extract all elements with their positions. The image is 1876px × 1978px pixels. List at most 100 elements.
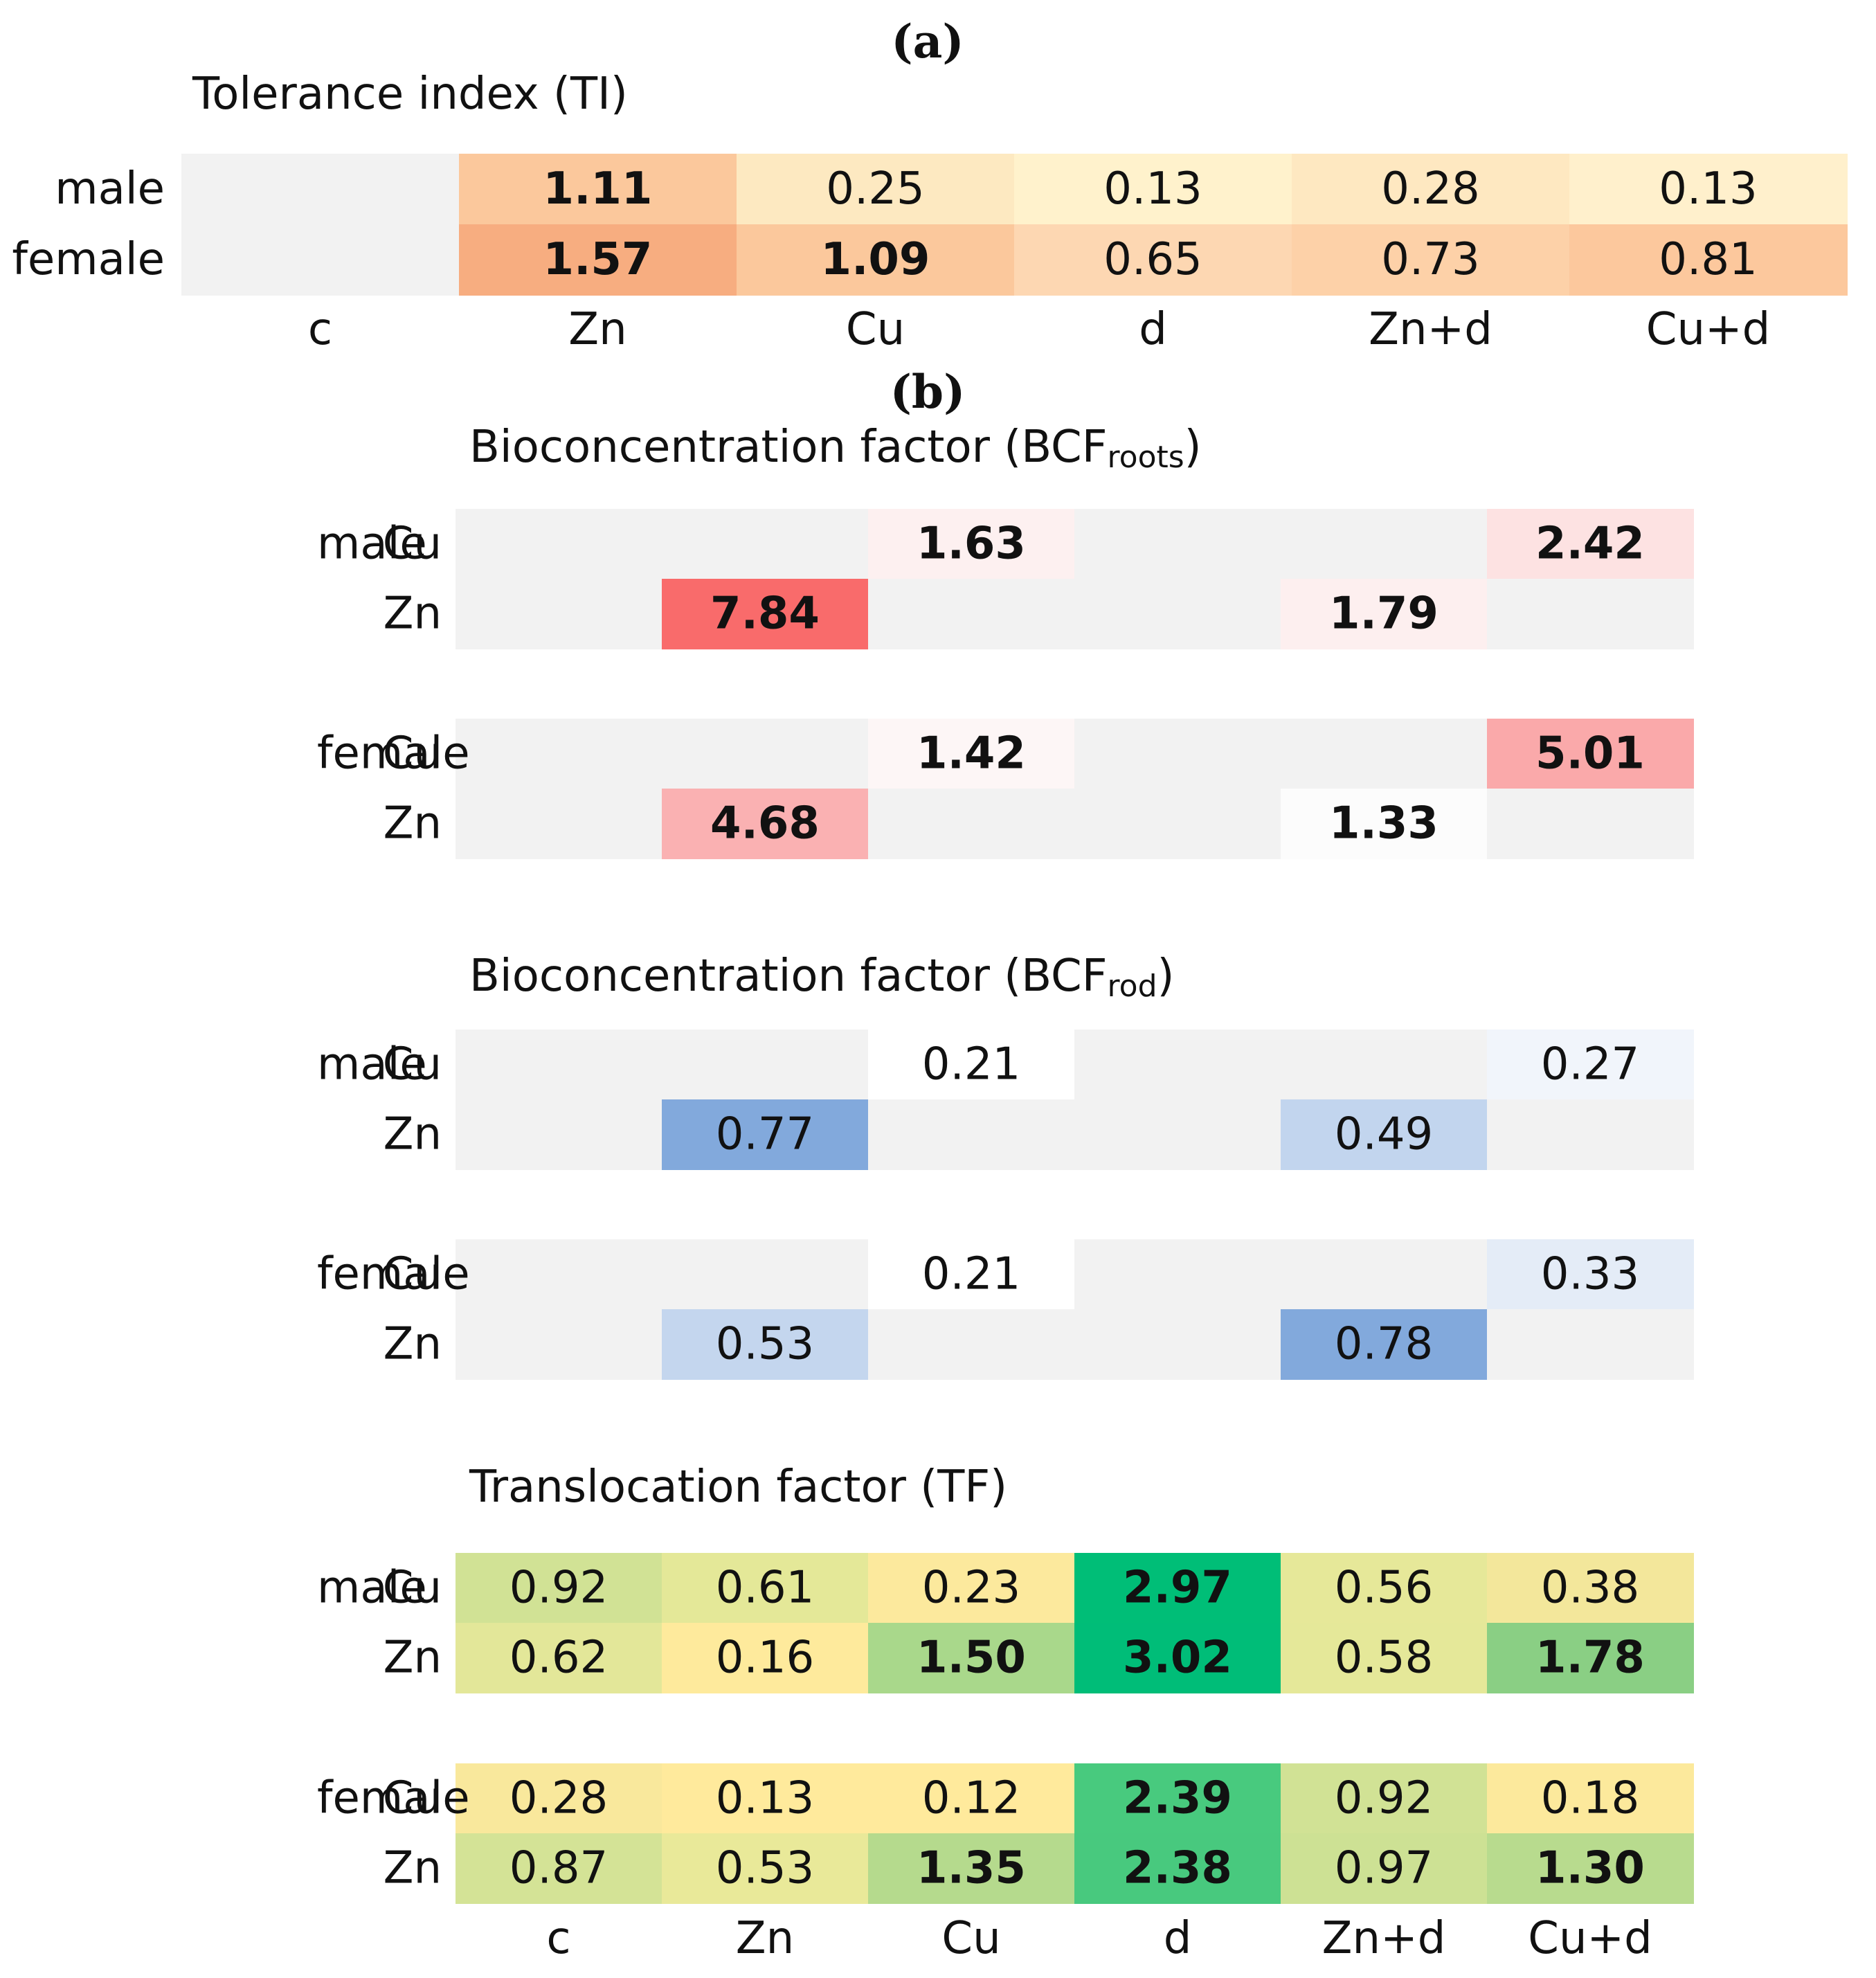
cell-female-Cu-Zn+d: [1281, 1763, 1488, 1834]
group-label-female: female: [317, 1249, 470, 1300]
cell-male-Zn-Zn: [662, 1099, 869, 1170]
row-label-female: female: [12, 234, 165, 285]
cell-male-Cu-Cu+d: [1487, 1553, 1694, 1624]
ti-value-female-Cu+d: 0.81: [1659, 234, 1758, 285]
cell-male-Zn-c: [456, 579, 662, 649]
cell-male-Cu-Zn: [662, 509, 869, 579]
metal-label-Zn: Zn: [384, 1319, 442, 1370]
value-male-Zn-Zn+d: 0.49: [1335, 1109, 1434, 1160]
ti-x-tick-Cu: Cu: [846, 304, 905, 355]
tf-x-tick-Zn+d: Zn+d: [1322, 1913, 1446, 1964]
cell-female-Cu-Cu: [868, 1763, 1075, 1834]
chart-title-bcf-roots-subscript: roots: [1108, 440, 1184, 475]
ti-cell-female-Cu+d: [1569, 224, 1848, 296]
cell-male-Cu-c: [456, 1030, 662, 1100]
metal-label-Cu: Cu: [383, 519, 442, 570]
cell-male-Cu-Cu: [868, 1553, 1075, 1624]
cell-male-Cu-d: [1074, 1553, 1281, 1624]
cell-female-Zn-c: [456, 1833, 662, 1904]
value-female-Zn-Cu+d: 1.30: [1535, 1843, 1645, 1894]
cell-female-Zn-c: [456, 789, 662, 859]
group-label-male: male: [317, 1563, 427, 1614]
cell-female-Zn-Cu: [868, 1309, 1075, 1380]
cell-female-Cu-c: [456, 719, 662, 789]
value-male-Zn-Zn: 0.16: [716, 1633, 815, 1684]
value-female-Zn-Zn+d: 0.78: [1335, 1319, 1434, 1370]
ti-cell-male-c: [181, 154, 460, 225]
ti-value-female-Zn+d: 0.73: [1381, 234, 1480, 285]
metal-label-Cu: Cu: [383, 1563, 442, 1614]
cell-male-Cu-d: [1074, 1030, 1281, 1100]
cell-female-Cu-Zn+d: [1281, 1239, 1488, 1310]
value-male-Zn-Zn: 0.77: [716, 1109, 815, 1160]
chart-title-ti: Tolerance index (TI): [192, 69, 628, 120]
cell-female-Cu-d: [1074, 719, 1281, 789]
ti-value-female-Cu: 1.09: [821, 234, 930, 285]
cell-male-Cu-Cu: [868, 509, 1075, 579]
cell-female-Zn-Zn: [662, 1309, 869, 1380]
cell-female-Cu-Zn: [662, 1239, 869, 1310]
cell-female-Zn-d: [1074, 789, 1281, 859]
ti-cell-female-d: [1014, 224, 1292, 296]
value-female-Cu-Cu+d: 5.01: [1535, 728, 1645, 780]
cell-female-Cu-d: [1074, 1763, 1281, 1834]
value-female-Cu-Cu+d: 0.18: [1541, 1773, 1640, 1824]
cell-male-Cu-Zn+d: [1281, 1030, 1488, 1100]
value-female-Zn-Zn: 0.53: [716, 1843, 815, 1894]
cell-male-Zn-Cu+d: [1487, 1099, 1694, 1170]
cell-male-Zn-d: [1074, 1099, 1281, 1170]
cell-male-Zn-Cu+d: [1487, 579, 1694, 649]
value-female-Cu-d: 2.39: [1123, 1773, 1232, 1824]
metal-label-Zn: Zn: [384, 1843, 442, 1894]
cell-male-Zn-Zn+d: [1281, 1099, 1488, 1170]
ti-value-male-Zn+d: 0.28: [1381, 163, 1480, 215]
cell-male-Cu-Zn+d: [1281, 509, 1488, 579]
value-male-Zn-d: 3.02: [1123, 1633, 1232, 1684]
cell-male-Cu-Zn: [662, 1553, 869, 1624]
value-female-Cu-Cu: 0.21: [922, 1249, 1021, 1300]
cell-male-Zn-Cu: [868, 1099, 1075, 1170]
cell-male-Zn-d: [1074, 579, 1281, 649]
value-male-Cu-Cu+d: 0.27: [1541, 1039, 1640, 1090]
value-female-Zn-Cu: 1.35: [917, 1843, 1026, 1894]
cell-female-Zn-Cu: [868, 789, 1075, 859]
tf-x-tick-Cu+d: Cu+d: [1528, 1913, 1652, 1964]
value-female-Zn-c: 0.87: [509, 1843, 608, 1894]
cell-female-Zn-Cu+d: [1487, 789, 1694, 859]
cell-female-Cu-Cu: [868, 719, 1075, 789]
cell-female-Cu-d: [1074, 1239, 1281, 1310]
chart-title-bcf-roots: Bioconcentration factor (BCFroots): [469, 422, 1202, 475]
tf-x-tick-Zn: Zn: [736, 1913, 794, 1964]
cell-layer: [181, 154, 1848, 1904]
ti-x-tick-Cu+d: Cu+d: [1646, 304, 1771, 355]
ti-x-tick-Zn: Zn: [568, 304, 626, 355]
cell-male-Zn-c: [456, 1623, 662, 1693]
panel-label-b: (b): [890, 365, 966, 419]
metal-label-Cu: Cu: [383, 1773, 442, 1824]
value-female-Zn-d: 2.38: [1123, 1843, 1232, 1894]
ti-cell-female-Zn: [459, 224, 737, 296]
cell-male-Cu-Zn: [662, 1030, 869, 1100]
chart-title-bcf-roots-main: Bioconcentration factor (BCF: [469, 422, 1108, 473]
value-male-Zn-c: 0.62: [509, 1633, 608, 1684]
cell-male-Cu-Zn+d: [1281, 1553, 1488, 1624]
cell-female-Zn-Cu+d: [1487, 1309, 1694, 1380]
cell-female-Zn-Zn+d: [1281, 789, 1488, 859]
value-female-Cu-Zn: 0.13: [716, 1773, 815, 1824]
ti-cell-female-Zn+d: [1292, 224, 1570, 296]
tf-x-tick-Cu: Cu: [941, 1913, 1000, 1964]
chart-title-bcf-rod-subscript: rod: [1108, 969, 1157, 1004]
ti-cell-male-d: [1014, 154, 1292, 225]
cell-male-Zn-Cu: [868, 579, 1075, 649]
cell-female-Cu-c: [456, 1763, 662, 1834]
cell-male-Zn-Zn: [662, 1623, 869, 1693]
ti-cell-male-Zn+d: [1292, 154, 1570, 225]
text-layer: (a) Tolerance index (TI) male 1.11 0.25 0.13 0…: [12, 15, 1770, 1964]
cell-male-Zn-d: [1074, 1623, 1281, 1693]
cell-male-Zn-Zn+d: [1281, 1623, 1488, 1693]
ti-value-female-d: 0.65: [1103, 234, 1202, 285]
cell-female-Cu-Zn+d: [1281, 719, 1488, 789]
cell-female-Zn-d: [1074, 1833, 1281, 1904]
ti-value-female-Zn: 1.57: [543, 234, 653, 285]
